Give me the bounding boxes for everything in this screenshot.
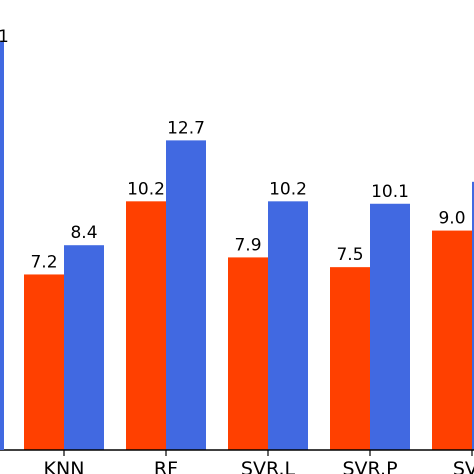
value-labels-layer: 7.28.410.212.77.910.27.510.19.01 <box>30 118 465 272</box>
x-tick-label: KNN <box>44 458 85 474</box>
x-tick-label: SVR <box>453 458 474 474</box>
x-tick-label: SVR.P <box>342 458 397 474</box>
bars-layer <box>24 140 474 450</box>
x-tick-label: SVR.L <box>241 458 296 474</box>
clipped-left-value-label: 1 <box>0 27 9 47</box>
value-label-svr-l-series-2: 10.2 <box>269 179 307 199</box>
bar-svr-l-series-1 <box>228 257 268 450</box>
bar-svr-l-series-2 <box>268 201 308 450</box>
value-label-rf-series-2: 12.7 <box>167 118 205 138</box>
x-tick-label: RF <box>154 458 178 474</box>
value-label-svr-series-1: 9.0 <box>438 209 465 229</box>
bar-svr-p-series-2 <box>370 203 410 450</box>
bar-knn-series-2 <box>64 245 104 450</box>
clipped-left-bar <box>0 42 4 450</box>
bar-svr-series-2 <box>472 181 474 450</box>
value-label-svr-p-series-2: 10.1 <box>371 182 409 202</box>
bar-rf-series-1 <box>126 201 166 450</box>
value-label-knn-series-1: 7.2 <box>30 252 57 272</box>
bar-svr-series-1 <box>432 230 472 450</box>
bar-rf-series-2 <box>166 140 206 450</box>
value-label-knn-series-2: 8.4 <box>70 223 97 243</box>
value-label-rf-series-1: 10.2 <box>127 179 165 199</box>
x-ticks-layer: KNN RF SVR.L SVR.P SVR <box>44 450 474 474</box>
value-label-svr-p-series-1: 7.5 <box>336 245 363 265</box>
bar-knn-series-1 <box>24 274 64 450</box>
value-label-svr-l-series-1: 7.9 <box>234 235 261 255</box>
bar-svr-p-series-1 <box>330 267 370 450</box>
